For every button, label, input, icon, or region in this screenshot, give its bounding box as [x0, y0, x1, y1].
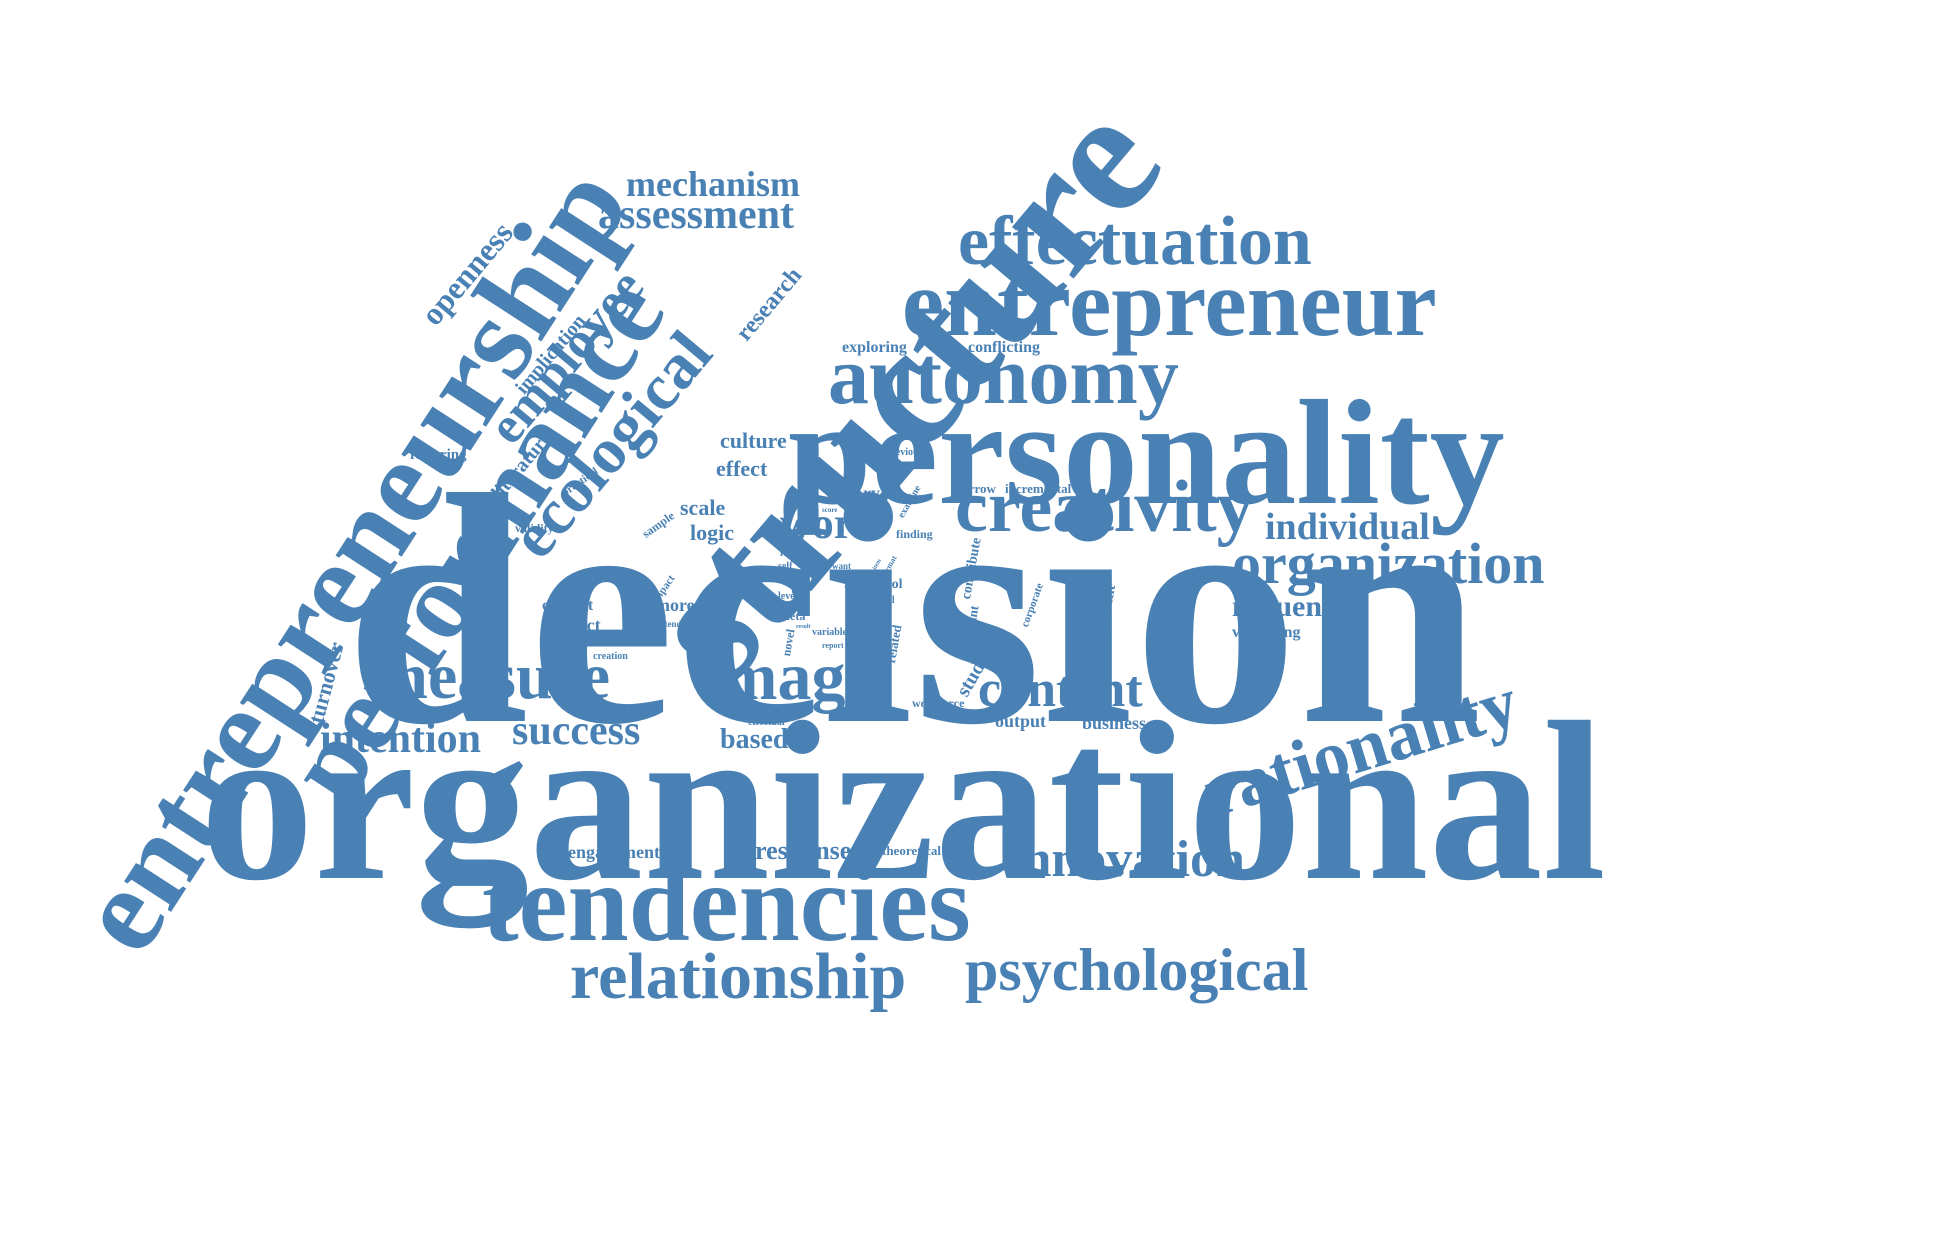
word-effectuation: effectuation	[958, 203, 1312, 280]
word-based: based	[720, 724, 789, 755]
word-insight: insight	[756, 529, 783, 539]
word-innovation: innovation	[1008, 831, 1245, 888]
word-level: level	[778, 591, 798, 602]
word-previous: previous	[886, 447, 923, 458]
word-self: self	[778, 561, 793, 572]
word-decision: decision	[345, 428, 1482, 793]
word-mechanism: mechanism	[626, 164, 800, 204]
word-organization: organization	[1232, 531, 1545, 596]
word-autonomy: autonomy	[828, 330, 1179, 421]
word-creativity: creativity	[955, 466, 1254, 548]
word-measure: measure	[373, 640, 611, 713]
word-result: result	[796, 624, 811, 630]
word-current: current	[542, 597, 594, 614]
word-conflicting: conflicting	[968, 339, 1040, 356]
word-personality: personality	[788, 370, 1505, 536]
word-validity: validity	[515, 521, 554, 535]
word-psychological: psychological	[965, 937, 1309, 1003]
word-work: work	[780, 499, 878, 548]
word-validating: validating	[1232, 624, 1301, 641]
word-score: score	[822, 506, 838, 514]
word-success: success	[512, 708, 641, 754]
word-control: control	[860, 577, 903, 592]
word-incremental: incremental	[1005, 481, 1072, 496]
word-organizational: organizational	[200, 676, 1606, 928]
word-research: research	[731, 262, 808, 347]
word-meta: meta	[780, 609, 806, 623]
word-workforce: workforce	[912, 696, 965, 710]
word-logic: logic	[690, 520, 734, 545]
word-theory: theory	[830, 483, 880, 503]
word-theoretical: theoretical	[882, 843, 941, 858]
word-narrow: narrow	[955, 481, 996, 496]
word-creation: creation	[593, 651, 628, 662]
word-culture: culture	[720, 428, 787, 453]
word-business: business	[1082, 713, 1147, 733]
word-engagement: engagement	[568, 842, 660, 862]
word-test: test	[780, 575, 797, 587]
word-causal: causal	[868, 595, 895, 606]
word-relationship: relationship	[570, 940, 907, 1013]
word-intention: intention	[320, 716, 482, 762]
word-finding: finding	[896, 527, 933, 541]
word-image: image	[702, 638, 876, 714]
word-time: time	[788, 604, 800, 610]
word-effect: effect	[716, 456, 768, 481]
word-more: more	[655, 595, 695, 615]
word-tendencies: tendencies	[482, 842, 971, 964]
word-scale: scale	[680, 495, 726, 520]
word-individual: individual	[1265, 506, 1430, 548]
word-entrepreneur: entrepreneur	[902, 250, 1437, 356]
word-output: output	[995, 711, 1047, 731]
word-variable: variable	[812, 627, 847, 638]
word-factor: factor	[782, 539, 800, 547]
word-fostering: fostering	[410, 447, 467, 463]
word-influence: influence	[1232, 590, 1349, 623]
word-locus: locus	[780, 547, 804, 559]
word-effectual: effectual	[748, 717, 785, 728]
word-assessment: assessment	[598, 192, 794, 238]
word-testing: testing	[708, 629, 728, 637]
word-extend: extend	[656, 619, 682, 629]
word-want: want	[832, 561, 852, 571]
word-predict: predict	[546, 615, 601, 635]
word-response: response	[755, 836, 852, 865]
word-report: report	[822, 641, 844, 650]
word-exploring: exploring	[842, 339, 907, 356]
word-content: content	[978, 661, 1143, 718]
